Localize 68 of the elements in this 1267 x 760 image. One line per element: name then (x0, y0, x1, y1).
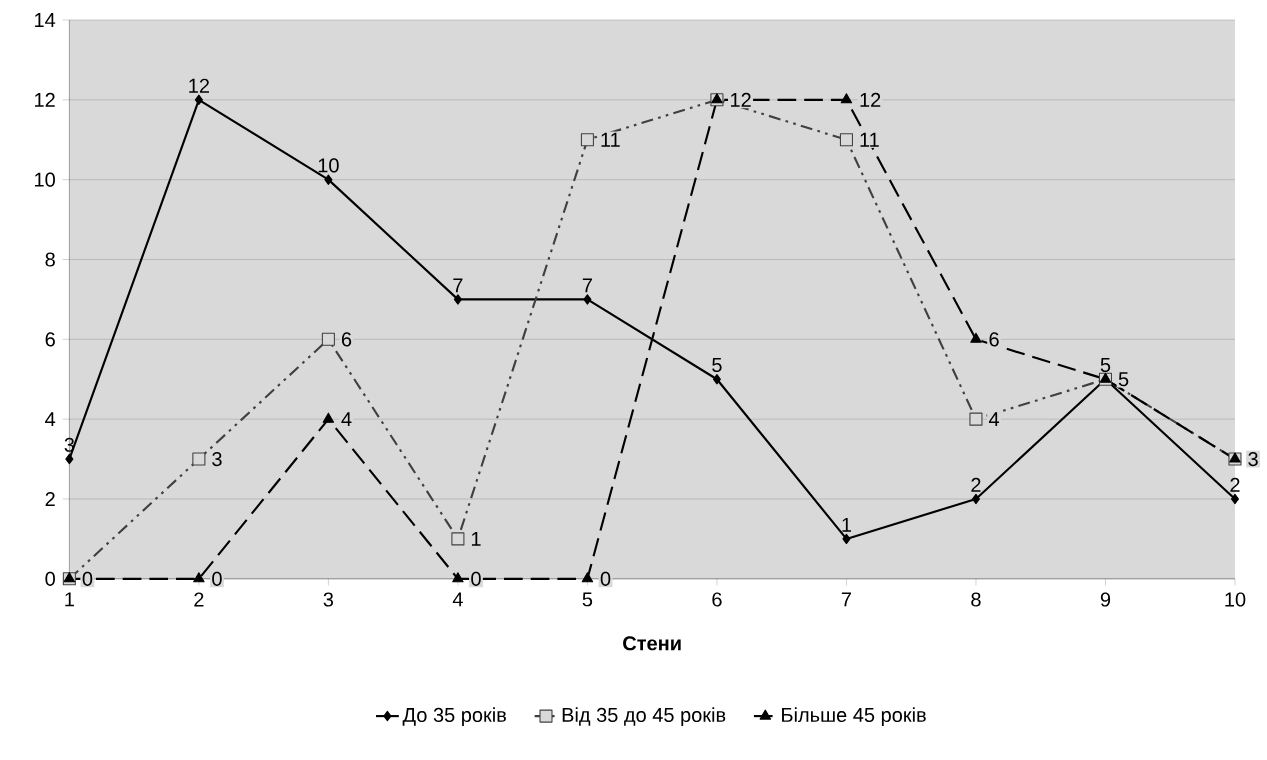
point (712, 373, 721, 385)
data-label: 12 (730, 92, 751, 107)
data-label: 2 (971, 477, 981, 492)
data-label: 1 (842, 517, 852, 532)
point (451, 532, 465, 546)
legend-label: Від 35 до 45 років (562, 707, 726, 726)
data-label: 5 (712, 357, 722, 372)
y-tick-label: 6 (45, 332, 55, 347)
data-label: 6 (989, 332, 999, 347)
point (971, 493, 980, 505)
point (580, 133, 594, 147)
x-tick-label: 4 (452, 592, 463, 607)
x-tick-label: 1 (65, 592, 74, 607)
point (194, 94, 203, 105)
point (969, 412, 983, 426)
x-tick-label: 6 (712, 592, 722, 607)
x-tick-label: 5 (582, 592, 593, 607)
data-label: 0 (471, 571, 481, 586)
point (321, 332, 335, 346)
data-label: 7 (582, 278, 592, 293)
data-label: 12 (189, 78, 209, 93)
x-tick-label: 2 (194, 592, 204, 607)
point (840, 93, 853, 104)
data-label: 0 (600, 571, 611, 586)
point (322, 412, 335, 423)
x-tick-label: 9 (1100, 592, 1111, 607)
data-label: 5 (1100, 357, 1111, 372)
legend-label: Більше 45 років (782, 707, 926, 726)
point (192, 452, 206, 466)
y-tick-label: 14 (35, 13, 56, 27)
point (193, 572, 205, 583)
point (452, 572, 464, 583)
legend-label: До 35 років (402, 707, 506, 726)
y-tick-label: 4 (45, 412, 56, 426)
data-label: 4 (341, 412, 352, 426)
point (842, 533, 851, 545)
data-label: 3 (212, 451, 222, 467)
data-label: 10 (318, 158, 339, 173)
x-tick-label: 3 (323, 592, 334, 607)
data-label: 7 (453, 278, 463, 293)
data-label: 0 (82, 571, 93, 586)
point (324, 174, 333, 185)
data-label: 4 (988, 412, 1000, 426)
data-label: 11 (601, 132, 620, 147)
data-label: 5 (1118, 372, 1129, 387)
y-tick-label: 10 (35, 172, 55, 187)
y-tick-label: 2 (45, 491, 55, 506)
point (970, 332, 982, 343)
y-tick-label: 8 (45, 252, 55, 267)
data-label: 1 (471, 531, 481, 546)
data-label: 12 (860, 92, 881, 107)
x-tick-label: 7 (841, 592, 851, 607)
data-label: 0 (212, 571, 222, 586)
point (581, 572, 594, 583)
data-label: 2 (1230, 477, 1240, 492)
data-label: 6 (341, 332, 352, 347)
point (1230, 493, 1240, 505)
y-tick-label: 12 (35, 92, 55, 107)
point (453, 294, 462, 305)
data-label: 3 (1248, 451, 1258, 467)
point (839, 133, 853, 147)
x-axis-title: Стени (623, 636, 681, 651)
x-tick-label: 8 (971, 592, 981, 607)
y-tick-label: 0 (45, 571, 55, 586)
data-label: 11 (860, 132, 879, 147)
point (65, 453, 74, 465)
x-tick-label: 10 (1225, 592, 1246, 607)
point (583, 294, 592, 305)
